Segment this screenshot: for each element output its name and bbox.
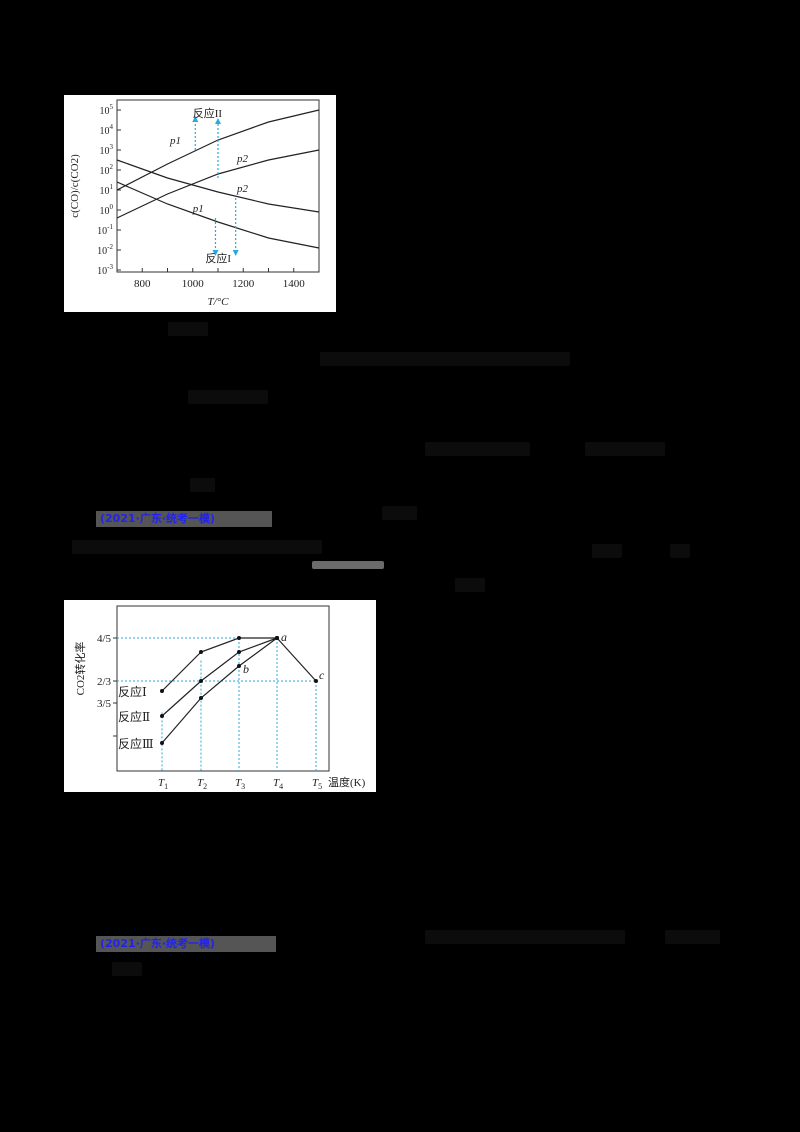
svg-text:反应Ⅱ: 反应Ⅱ — [118, 709, 150, 724]
illegible-text — [585, 442, 665, 456]
svg-text:反应Ⅲ: 反应Ⅲ — [118, 736, 154, 751]
source-tag: (2021·广东·统考一模) — [96, 936, 276, 952]
svg-text:1400: 1400 — [283, 278, 306, 290]
svg-text:p2: p2 — [236, 153, 249, 165]
illegible-text — [670, 544, 690, 558]
illegible-text — [665, 930, 720, 944]
svg-text:10-3: 10-3 — [97, 263, 113, 277]
chart-co-ratio: 105 104 103 102 101 100 10-1 10-2 10-3 800 1000 120… — [69, 99, 320, 308]
svg-text:T2: T2 — [197, 777, 207, 791]
illegible-text — [72, 540, 322, 554]
svg-text:102: 102 — [100, 163, 114, 177]
chart-co2-conversion: 4/5 2/3 3/5 CO2转化率 T1 T2 T3 T4 T5 温度(K) 反应Ⅰ 反应Ⅱ 反应Ⅲ a… — [73, 605, 366, 791]
svg-text:p1: p1 — [192, 203, 204, 215]
svg-text:反应II: 反应II — [193, 106, 223, 120]
svg-text:T4: T4 — [273, 777, 283, 791]
illegible-text — [592, 544, 622, 558]
svg-text:T/°C: T/°C — [208, 296, 230, 308]
svg-text:T5: T5 — [312, 777, 322, 791]
illegible-text — [190, 478, 215, 492]
svg-text:104: 104 — [100, 123, 114, 137]
svg-text:温度(K): 温度(K) — [328, 775, 366, 789]
illegible-text — [112, 962, 142, 976]
svg-text:800: 800 — [134, 278, 151, 290]
svg-text:c: c — [319, 668, 325, 682]
svg-text:10-2: 10-2 — [97, 243, 113, 257]
svg-text:CO2转化率: CO2转化率 — [73, 642, 87, 696]
illegible-text — [382, 506, 417, 520]
illegible-text — [425, 442, 530, 456]
illegible-text — [455, 578, 485, 592]
figure-co-ratio-chart: 105 104 103 102 101 100 10-1 10-2 10-3 800 1000 120… — [64, 95, 336, 312]
figure-conversion-chart: 4/5 2/3 3/5 CO2转化率 T1 T2 T3 T4 T5 温度(K) 反应Ⅰ 反应Ⅱ 反应Ⅲ a… — [64, 600, 376, 792]
svg-text:3/5: 3/5 — [97, 698, 112, 710]
illegible-text — [320, 352, 570, 366]
source-tag: (2021·广东·统考一模) — [96, 511, 272, 527]
svg-text:101: 101 — [100, 183, 114, 197]
svg-text:1000: 1000 — [182, 278, 205, 290]
svg-text:p1: p1 — [169, 135, 181, 147]
svg-text:105: 105 — [100, 103, 114, 117]
svg-text:T3: T3 — [235, 777, 245, 791]
illegible-text — [425, 930, 625, 944]
svg-text:反应I: 反应I — [205, 251, 231, 265]
svg-text:103: 103 — [100, 143, 114, 157]
svg-text:反应Ⅰ: 反应Ⅰ — [118, 684, 147, 699]
svg-text:100: 100 — [100, 203, 114, 217]
svg-text:4/5: 4/5 — [97, 633, 112, 645]
svg-text:1200: 1200 — [232, 278, 255, 290]
illegible-text — [188, 390, 268, 404]
svg-text:a: a — [281, 630, 287, 644]
svg-text:10-1: 10-1 — [97, 223, 113, 237]
underline-blank — [312, 561, 384, 569]
illegible-text — [168, 322, 208, 336]
svg-text:T1: T1 — [158, 777, 168, 791]
svg-text:p2: p2 — [236, 183, 249, 195]
svg-text:b: b — [243, 662, 249, 676]
svg-text:2/3: 2/3 — [97, 676, 112, 688]
svg-text:c(CO)/c(CO2): c(CO)/c(CO2) — [69, 154, 81, 218]
